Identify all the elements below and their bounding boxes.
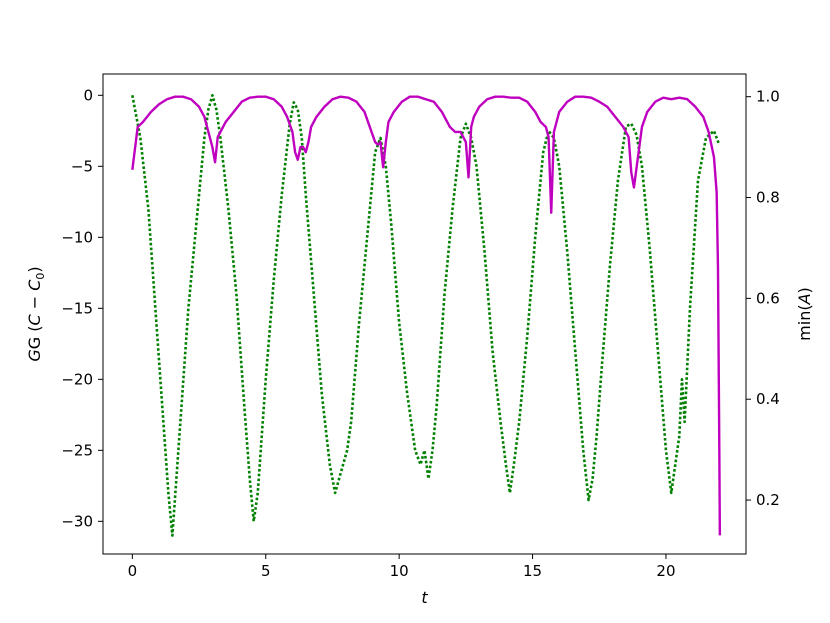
x-tick-label: 15: [523, 562, 542, 580]
left-y-axis: 0 −5 −10 −15 −20 −25 −30: [61, 86, 103, 530]
left-y-tick-label: −5: [71, 157, 93, 175]
right-y-axis: 1.0 0.8 0.6 0.4 0.2: [746, 88, 780, 509]
left-y-tick-label: −25: [61, 441, 93, 459]
x-axis: 0 5 10 15 20: [128, 554, 676, 580]
right-y-label-a: A: [795, 293, 814, 305]
x-axis-label: t: [421, 588, 428, 607]
right-y-label-close: ): [795, 287, 814, 293]
left-y-tick-label: −15: [61, 299, 93, 317]
right-y-tick-label: 0.8: [756, 189, 780, 207]
x-tick-label: 10: [390, 562, 409, 580]
left-y-label-close: ): [25, 266, 44, 272]
left-y-tick-label: −30: [61, 512, 93, 530]
x-tick-label: 20: [656, 562, 675, 580]
plot-frame: [102, 73, 747, 555]
right-y-label-min: min(: [795, 304, 814, 340]
series-line-left-dotted: [131, 94, 721, 537]
x-tick-label: 0: [128, 562, 138, 580]
left-y-tick-label: 0: [83, 86, 93, 104]
series-line-right-solid: [131, 95, 722, 536]
left-y-label-subscript: 0: [34, 273, 47, 280]
right-y-tick-label: 0.2: [756, 491, 780, 509]
left-y-tick-label: −20: [61, 370, 93, 388]
left-y-label-c: C: [25, 314, 44, 326]
right-y-tick-label: 0.4: [756, 390, 780, 408]
right-y-axis-label: min(A): [795, 287, 814, 341]
left-y-label-c0: C: [25, 279, 44, 291]
left-y-axis-label: GG (C − C0): [25, 266, 47, 361]
right-y-tick-label: 1.0: [756, 88, 780, 106]
left-y-label-g: G: [25, 349, 44, 361]
left-y-tick-label: −10: [61, 228, 93, 246]
x-tick-label: 5: [261, 562, 271, 580]
left-y-label-open: G (: [25, 326, 44, 350]
left-y-label-minus: −: [25, 291, 44, 315]
right-y-tick-label: 0.6: [756, 289, 780, 307]
series-layer: [131, 94, 722, 537]
